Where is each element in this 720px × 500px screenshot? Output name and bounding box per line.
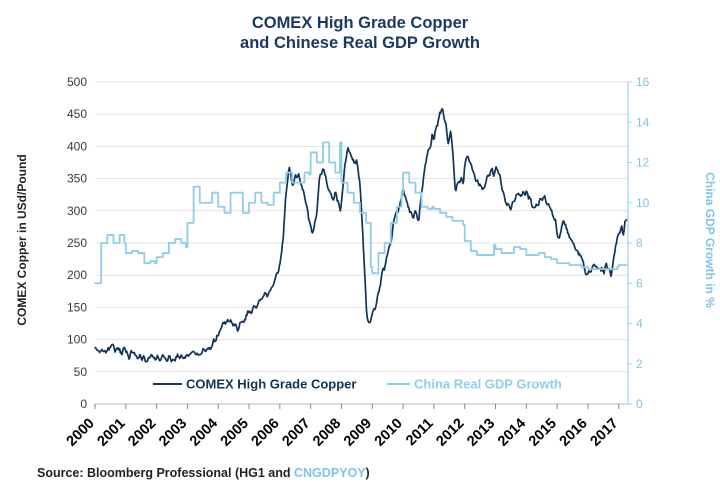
svg-text:2002: 2002 — [125, 416, 159, 450]
svg-text:2006: 2006 — [249, 416, 283, 450]
svg-text:2009: 2009 — [341, 416, 375, 450]
svg-text:4: 4 — [636, 317, 643, 331]
svg-text:2016: 2016 — [557, 416, 591, 450]
svg-text:16: 16 — [636, 75, 650, 89]
svg-text:350: 350 — [67, 172, 87, 186]
svg-text:250: 250 — [67, 236, 87, 250]
svg-text:10: 10 — [636, 196, 650, 210]
svg-text:50: 50 — [74, 365, 88, 379]
svg-text:2004: 2004 — [187, 416, 221, 450]
svg-text:300: 300 — [67, 204, 87, 218]
svg-text:2013: 2013 — [464, 416, 498, 450]
svg-text:2015: 2015 — [526, 416, 560, 450]
svg-text:2010: 2010 — [372, 416, 406, 450]
svg-text:6: 6 — [636, 276, 643, 290]
svg-text:China Real GDP Growth: China Real GDP Growth — [414, 377, 562, 392]
svg-text:2008: 2008 — [310, 416, 344, 450]
svg-text:100: 100 — [67, 333, 87, 347]
svg-text:200: 200 — [67, 268, 87, 282]
svg-text:2017: 2017 — [587, 416, 621, 450]
svg-text:0: 0 — [80, 397, 87, 411]
svg-text:2001: 2001 — [95, 416, 129, 450]
svg-text:2011: 2011 — [403, 416, 437, 450]
svg-text:2000: 2000 — [64, 416, 98, 450]
svg-text:COMEX High Grade Copper: COMEX High Grade Copper — [186, 377, 356, 392]
svg-text:2014: 2014 — [495, 416, 529, 450]
svg-text:2007: 2007 — [279, 416, 313, 450]
svg-text:150: 150 — [67, 300, 87, 314]
svg-text:14: 14 — [636, 115, 650, 129]
svg-text:2: 2 — [636, 357, 643, 371]
svg-text:2012: 2012 — [433, 416, 467, 450]
svg-text:400: 400 — [67, 139, 87, 153]
svg-text:8: 8 — [636, 236, 643, 250]
svg-text:450: 450 — [67, 107, 87, 121]
svg-text:2005: 2005 — [218, 416, 252, 450]
svg-text:0: 0 — [636, 397, 643, 411]
svg-text:500: 500 — [67, 75, 87, 89]
svg-text:12: 12 — [636, 156, 650, 170]
svg-text:2003: 2003 — [156, 416, 190, 450]
